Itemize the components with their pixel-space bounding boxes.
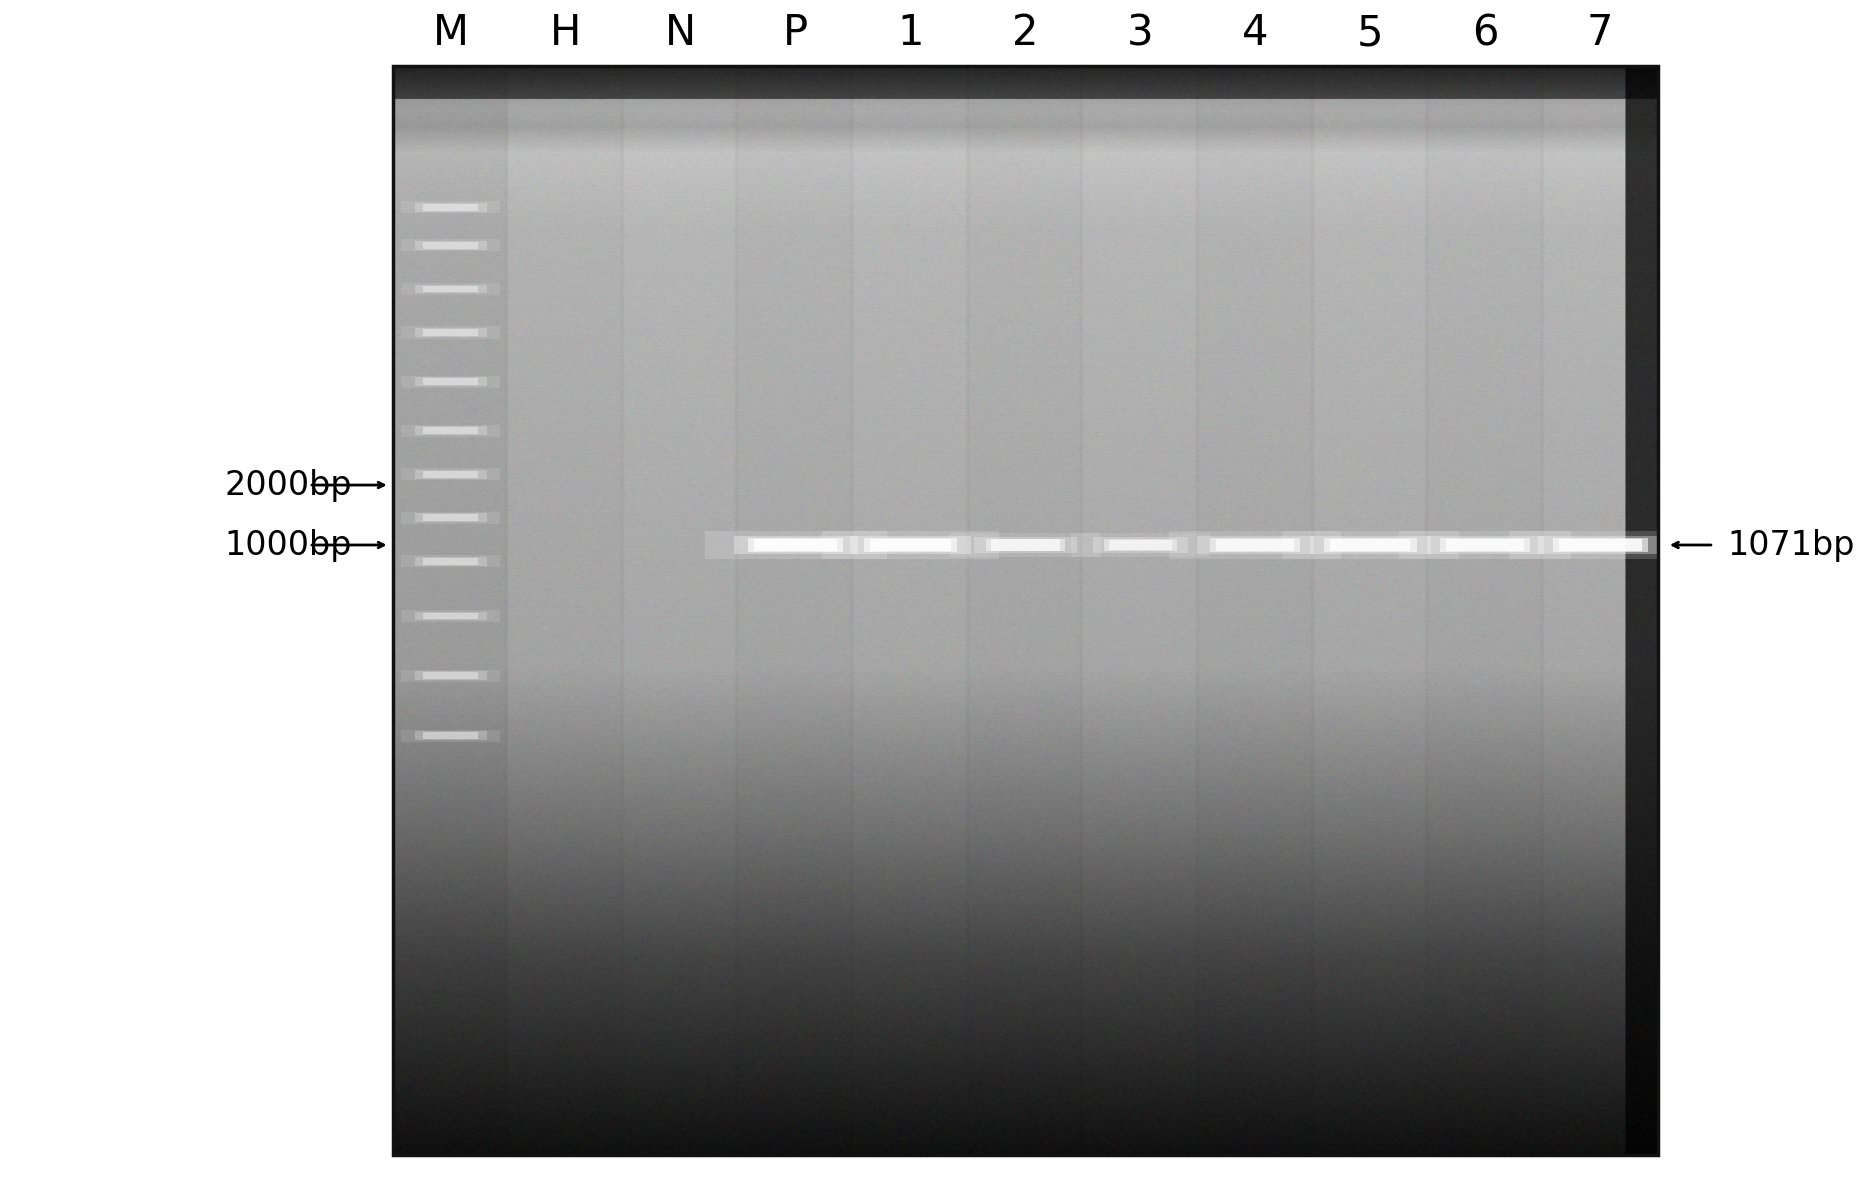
Bar: [734, 536, 858, 554]
Bar: [423, 732, 478, 740]
Bar: [416, 285, 487, 293]
Bar: [1109, 540, 1172, 550]
Text: H: H: [551, 12, 581, 55]
Text: 2000bp: 2000bp: [225, 468, 352, 501]
Bar: [416, 611, 487, 621]
Bar: [991, 540, 1060, 550]
Bar: [1094, 537, 1187, 553]
Text: 2: 2: [1011, 12, 1040, 55]
Bar: [950, 532, 1101, 557]
Bar: [423, 559, 478, 565]
Bar: [755, 538, 837, 551]
Bar: [1427, 536, 1543, 554]
Bar: [871, 538, 951, 551]
Bar: [1538, 536, 1661, 554]
Bar: [974, 537, 1077, 554]
Text: N: N: [665, 12, 697, 55]
Bar: [401, 468, 500, 480]
Bar: [1309, 536, 1431, 554]
Bar: [423, 379, 478, 385]
Bar: [704, 531, 886, 559]
Bar: [401, 555, 500, 567]
Text: 1: 1: [897, 12, 923, 55]
Bar: [1510, 531, 1691, 559]
Bar: [401, 424, 500, 437]
Bar: [1399, 531, 1571, 559]
Bar: [416, 426, 487, 435]
Text: 4: 4: [1242, 12, 1268, 55]
Bar: [1553, 538, 1648, 553]
Bar: [423, 515, 478, 522]
Bar: [863, 538, 957, 553]
Bar: [416, 329, 487, 337]
Bar: [423, 329, 478, 336]
Bar: [401, 512, 500, 524]
Bar: [423, 428, 478, 434]
Bar: [416, 672, 487, 680]
Bar: [747, 538, 843, 553]
Bar: [1210, 538, 1300, 553]
Text: 1000bp: 1000bp: [225, 529, 352, 561]
Bar: [1169, 531, 1341, 559]
Bar: [401, 730, 500, 742]
Bar: [1071, 534, 1210, 556]
Bar: [1103, 538, 1176, 551]
Bar: [1281, 531, 1459, 559]
Bar: [416, 202, 487, 212]
Bar: [416, 557, 487, 566]
Bar: [401, 239, 500, 251]
Bar: [401, 610, 500, 622]
Bar: [1558, 538, 1641, 551]
Text: M: M: [433, 12, 468, 55]
Bar: [416, 731, 487, 740]
Bar: [401, 201, 500, 213]
Bar: [1330, 538, 1410, 551]
Bar: [401, 283, 500, 295]
Bar: [822, 531, 998, 559]
Bar: [423, 286, 478, 292]
Text: 7: 7: [1586, 12, 1613, 55]
Text: P: P: [783, 12, 807, 55]
Text: 6: 6: [1472, 12, 1498, 55]
Bar: [423, 673, 478, 679]
Bar: [416, 469, 487, 479]
Bar: [850, 536, 970, 554]
Bar: [985, 538, 1066, 551]
Bar: [1216, 538, 1294, 551]
Bar: [1324, 538, 1416, 553]
Bar: [416, 513, 487, 522]
Bar: [416, 241, 487, 250]
Bar: [401, 375, 500, 387]
Text: 1071bp: 1071bp: [1727, 529, 1854, 561]
Bar: [393, 66, 1658, 1155]
Text: 5: 5: [1358, 12, 1384, 55]
Bar: [401, 669, 500, 681]
Bar: [1440, 538, 1530, 553]
Bar: [401, 326, 500, 338]
Bar: [423, 204, 478, 211]
Bar: [416, 378, 487, 386]
Bar: [1446, 538, 1525, 551]
Text: 3: 3: [1128, 12, 1154, 55]
Bar: [423, 470, 478, 478]
Bar: [423, 242, 478, 249]
Bar: [423, 612, 478, 619]
Bar: [1197, 536, 1315, 554]
